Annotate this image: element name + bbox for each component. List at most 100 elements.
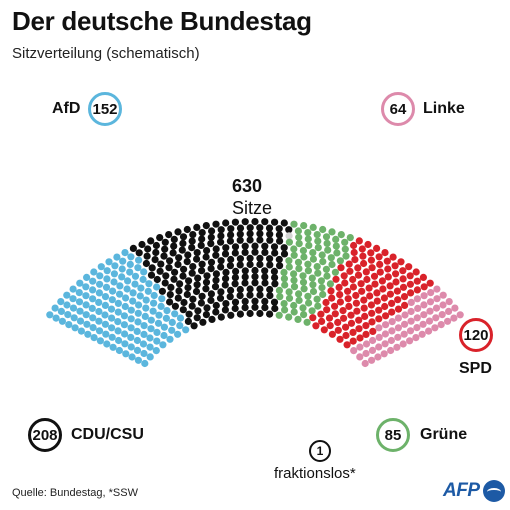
seat-dot-gr-ne xyxy=(327,254,335,262)
seat-dot-afd xyxy=(83,320,91,328)
seat-dot-gr-ne xyxy=(300,285,308,293)
seat-dot-cdu-csu xyxy=(266,310,274,318)
seat-dot-cdu-csu xyxy=(198,260,206,268)
seat-dot-cdu-csu xyxy=(270,267,278,275)
seat-dot-linke xyxy=(375,333,383,341)
seat-dot-afd xyxy=(134,356,142,364)
seat-dot-cdu-csu xyxy=(271,249,279,257)
seat-dot-spd xyxy=(369,327,377,335)
seat-dot-linke xyxy=(450,314,458,322)
seat-dot-linke xyxy=(368,356,376,364)
seat-dot-fraktionslos xyxy=(285,232,293,240)
source-note: Quelle: Bundestag, *SSW xyxy=(12,487,138,499)
seat-dot-cdu-csu xyxy=(236,292,244,300)
seat-dot-spd xyxy=(401,301,409,309)
seat-dot-linke xyxy=(387,336,395,345)
seat-dot-cdu-csu xyxy=(246,224,254,232)
seat-dot-spd xyxy=(336,291,344,299)
seat-dot-cdu-csu xyxy=(138,240,146,249)
afp-logo-icon xyxy=(482,480,505,502)
seat-dot-cdu-csu xyxy=(180,298,188,307)
seat-dot-spd xyxy=(379,285,387,293)
seat-dot-cdu-csu xyxy=(193,281,201,289)
seat-dot-spd xyxy=(364,240,372,249)
seat-dot-cdu-csu xyxy=(231,274,239,282)
seat-dot-gr-ne xyxy=(280,300,288,308)
seat-dot-gr-ne xyxy=(290,245,298,253)
seat-dot-cdu-csu xyxy=(261,242,269,250)
seat-dot-gr-ne xyxy=(295,290,303,298)
seat-dot-afd xyxy=(101,301,109,309)
seat-dot-afd xyxy=(146,343,154,351)
seat-dot-gr-ne xyxy=(331,268,339,276)
seat-dot-afd xyxy=(82,311,90,319)
seat-dot-afd xyxy=(97,263,105,271)
seat-dot-afd xyxy=(133,327,141,335)
seat-dot-spd xyxy=(394,305,403,313)
seat-dot-cdu-csu xyxy=(185,277,193,285)
seat-dot-spd xyxy=(340,272,348,280)
seat-dot-spd xyxy=(351,256,359,264)
seat-dot-cdu-csu xyxy=(165,264,173,272)
seat-dot-cdu-csu xyxy=(236,230,244,238)
seat-dot-afd xyxy=(76,317,85,325)
seat-dot-cdu-csu xyxy=(174,228,182,236)
seat-dot-spd xyxy=(373,297,381,305)
seat-dot-cdu-csu xyxy=(194,274,202,282)
seat-dot-gr-ne xyxy=(300,311,308,319)
seat-dot-gr-ne xyxy=(285,238,293,246)
seat-dot-spd xyxy=(336,335,344,343)
seat-dot-cdu-csu xyxy=(251,297,259,305)
seat-dot-gr-ne xyxy=(285,294,294,302)
seat-dot-gr-ne xyxy=(313,231,321,239)
seat-dot-gr-ne xyxy=(332,242,340,250)
seat-dot-afd xyxy=(116,290,124,298)
seat-dot-linke xyxy=(387,346,395,355)
seat-dot-afd xyxy=(103,340,111,348)
seat-dot-gr-ne xyxy=(299,272,307,280)
seat-dot-gr-ne xyxy=(285,288,293,296)
seat-dot-spd xyxy=(419,273,427,281)
afp-logo-text: AFP xyxy=(443,480,480,501)
seat-dot-cdu-csu xyxy=(246,285,254,293)
seat-dot-linke xyxy=(388,327,396,335)
seat-dot-cdu-csu xyxy=(166,298,174,306)
seat-dot-linke xyxy=(406,327,415,335)
seat-dot-afd xyxy=(108,333,116,341)
seat-dot-gr-ne xyxy=(332,235,340,243)
seat-dot-linke xyxy=(420,292,428,300)
seat-dot-spd xyxy=(332,275,340,283)
seat-dot-cdu-csu xyxy=(175,287,183,295)
seat-dot-linke xyxy=(438,311,446,319)
seat-dot-afd xyxy=(160,331,168,340)
seat-dot-cdu-csu xyxy=(148,264,156,272)
seat-dot-afd xyxy=(176,314,185,322)
seat-dot-gr-ne xyxy=(304,267,312,275)
seat-dot-linke xyxy=(413,314,421,322)
seat-dot-cdu-csu xyxy=(167,283,175,291)
seat-dot-afd xyxy=(182,326,190,334)
seat-dot-afd xyxy=(108,296,116,304)
seat-dot-linke xyxy=(406,337,414,345)
seat-dot-afd xyxy=(96,272,104,280)
seat-dot-afd xyxy=(129,289,137,297)
seat-dot-spd xyxy=(342,323,350,331)
seat-dot-linke xyxy=(407,317,415,325)
seat-dot-cdu-csu xyxy=(143,252,151,260)
seat-dot-spd xyxy=(362,268,370,276)
seat-dot-spd xyxy=(344,287,352,295)
seat-dot-linke xyxy=(401,320,409,328)
seat-dot-afd xyxy=(135,256,143,264)
seat-dot-spd xyxy=(373,244,381,252)
seat-dot-afd xyxy=(146,353,154,361)
seat-dot-afd xyxy=(144,287,152,295)
seat-dot-gr-ne xyxy=(295,233,303,241)
seat-dot-afd xyxy=(103,267,111,275)
seat-dot-afd xyxy=(114,308,122,316)
seat-dot-afd xyxy=(163,307,171,315)
seat-dot-afd xyxy=(154,319,163,327)
seat-dot-cdu-csu xyxy=(261,218,269,226)
seat-dot-afd xyxy=(140,322,148,330)
seat-dot-linke xyxy=(393,343,401,351)
seat-dot-cdu-csu xyxy=(246,260,254,269)
